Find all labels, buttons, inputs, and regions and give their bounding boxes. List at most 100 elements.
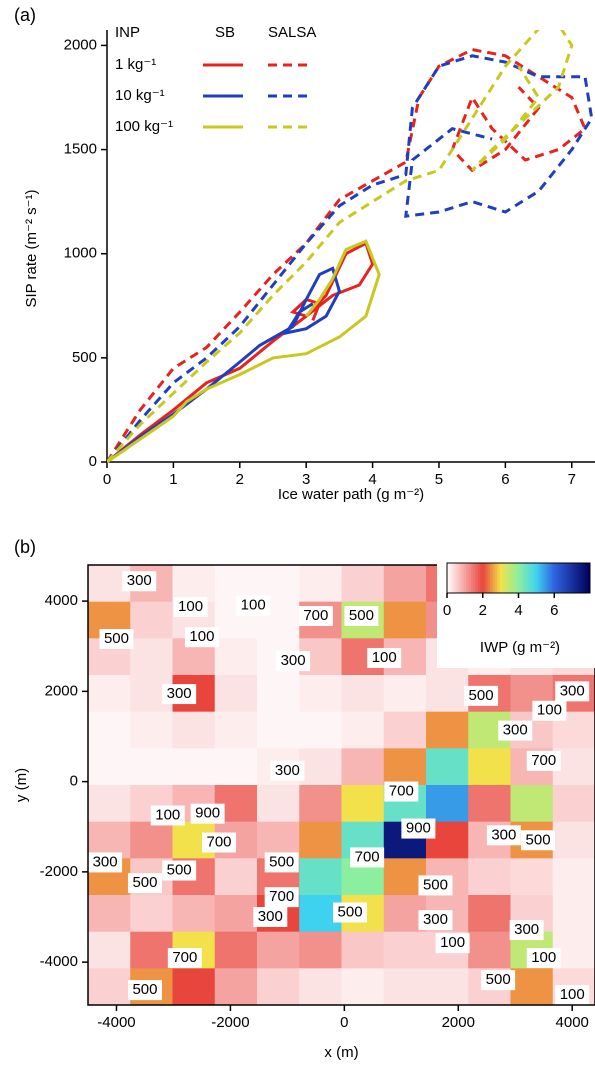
y-tick-label: 1500 (64, 141, 97, 158)
colorbar-step (580, 563, 584, 593)
heatmap-cell (468, 748, 511, 786)
contour-label-box (509, 920, 544, 941)
contour-label-box (521, 830, 556, 851)
colorbar-step (551, 563, 555, 593)
heatmap-cell (214, 895, 258, 933)
heatmap-cell (299, 748, 342, 786)
contour-label: 500 (167, 861, 192, 878)
heatmap-cell (552, 785, 595, 823)
contour-label: 500 (486, 971, 511, 988)
heatmap-cell (341, 675, 385, 713)
heatmap-cell (552, 858, 595, 896)
colorbar-tick-label: 2 (479, 602, 487, 619)
contour-label-box (99, 629, 134, 650)
contour-label: 700 (303, 607, 328, 624)
heatmap-cell (468, 785, 511, 823)
colorbar-step (542, 563, 546, 593)
colorbar-step (520, 563, 524, 593)
contour-label-box (486, 825, 521, 846)
colorbar-tick-label: 4 (514, 602, 522, 619)
panel-label: (a) (14, 5, 36, 25)
contour-label-box (122, 571, 157, 592)
contour-label: 100 (537, 702, 562, 719)
y-tick-label: 500 (72, 349, 97, 366)
contour-label-box (298, 605, 333, 626)
colorbar-step (518, 563, 522, 593)
heatmap-cell (341, 785, 385, 823)
heatmap-cell (341, 931, 385, 969)
heatmap-cell (299, 711, 342, 749)
contour-label: 300 (514, 921, 539, 938)
colorbar-label: IWP (g m⁻²) (480, 639, 560, 656)
heatmap-cell (88, 968, 131, 1005)
heatmap-cell (172, 968, 216, 1005)
x-tick-label: 0 (103, 471, 111, 488)
x-tick-label: 5 (435, 471, 443, 488)
panel-b: (b) 300 100 100 500 100 700 500 300 100 300 500 300 1… (13, 537, 595, 1061)
colorbar-step (492, 563, 496, 593)
colorbar-step (468, 563, 472, 593)
heatmap-cell (299, 675, 342, 713)
heatmap-cell (214, 638, 258, 676)
legend-label: 100 kg⁻¹ (115, 118, 173, 135)
colorbar-step (561, 563, 565, 593)
x-tick-label: 0 (340, 1014, 348, 1031)
contour-label-box (190, 803, 225, 824)
contour-label-box (150, 805, 185, 826)
colorbar-step (532, 563, 536, 593)
y-tick-label: -2000 (40, 863, 78, 880)
series-line (107, 239, 381, 463)
colorbar-step (461, 563, 465, 593)
contour-label: 500 (132, 874, 157, 891)
x-tick-label: 2 (236, 471, 244, 488)
heatmap-cell (88, 895, 131, 933)
colorbar-step (475, 563, 479, 593)
contour-label-box (350, 847, 385, 868)
heatmap: 300 100 100 500 100 700 500 300 100 300 500 300 100 3… (88, 565, 595, 1005)
contour-label-box (276, 651, 311, 672)
y-axis-label: SIP rate (m⁻² s⁻¹) (23, 189, 40, 307)
contour-label-box (184, 627, 219, 648)
contour-label: 500 (269, 853, 294, 870)
contour-label-box (173, 596, 208, 617)
heatmap-cell (130, 821, 173, 859)
contour-label-box (270, 760, 305, 781)
colorbar-step (523, 563, 527, 593)
contour-label: 300 (503, 722, 528, 739)
contour-label: 700 (389, 783, 414, 800)
contour-label: 700 (531, 752, 556, 769)
colorbar-step (454, 563, 457, 593)
heatmap-cell (552, 895, 595, 933)
contour-label-box (418, 910, 453, 931)
series-line (107, 30, 574, 463)
colorbar-step (477, 563, 481, 593)
heatmap-cell (130, 711, 173, 749)
x-axis-label: Ice water path (g m⁻²) (278, 486, 424, 503)
contour-label-box (555, 985, 590, 1005)
heatmap-cell (468, 895, 511, 933)
colorbar-step (544, 563, 548, 593)
colorbar-step (539, 563, 543, 593)
contour-label: 100 (178, 598, 203, 615)
contour-label-box (127, 980, 162, 1001)
heatmap-cell (88, 785, 131, 823)
colorbar-step (575, 563, 579, 593)
contour-label-box (167, 948, 202, 969)
x-axis-label: x (m) (324, 1044, 358, 1061)
heatmap-cell (214, 675, 258, 713)
heatmap-cell (88, 931, 131, 969)
contour-label: 300 (560, 682, 585, 699)
heatmap-cell (130, 895, 173, 933)
colorbar-step (585, 563, 589, 593)
heatmap-cell (214, 968, 258, 1005)
y-tick-label: 4000 (45, 592, 78, 609)
x-tick-label: 2000 (442, 1014, 475, 1031)
x-tick-label: 4 (368, 471, 376, 488)
heatmap-cell (426, 711, 469, 749)
colorbar-step (511, 563, 515, 593)
contour-label-box (162, 684, 197, 705)
y-tick-label: 2000 (64, 36, 97, 53)
contour-label-box (555, 681, 590, 702)
contour-label-box (526, 948, 561, 969)
